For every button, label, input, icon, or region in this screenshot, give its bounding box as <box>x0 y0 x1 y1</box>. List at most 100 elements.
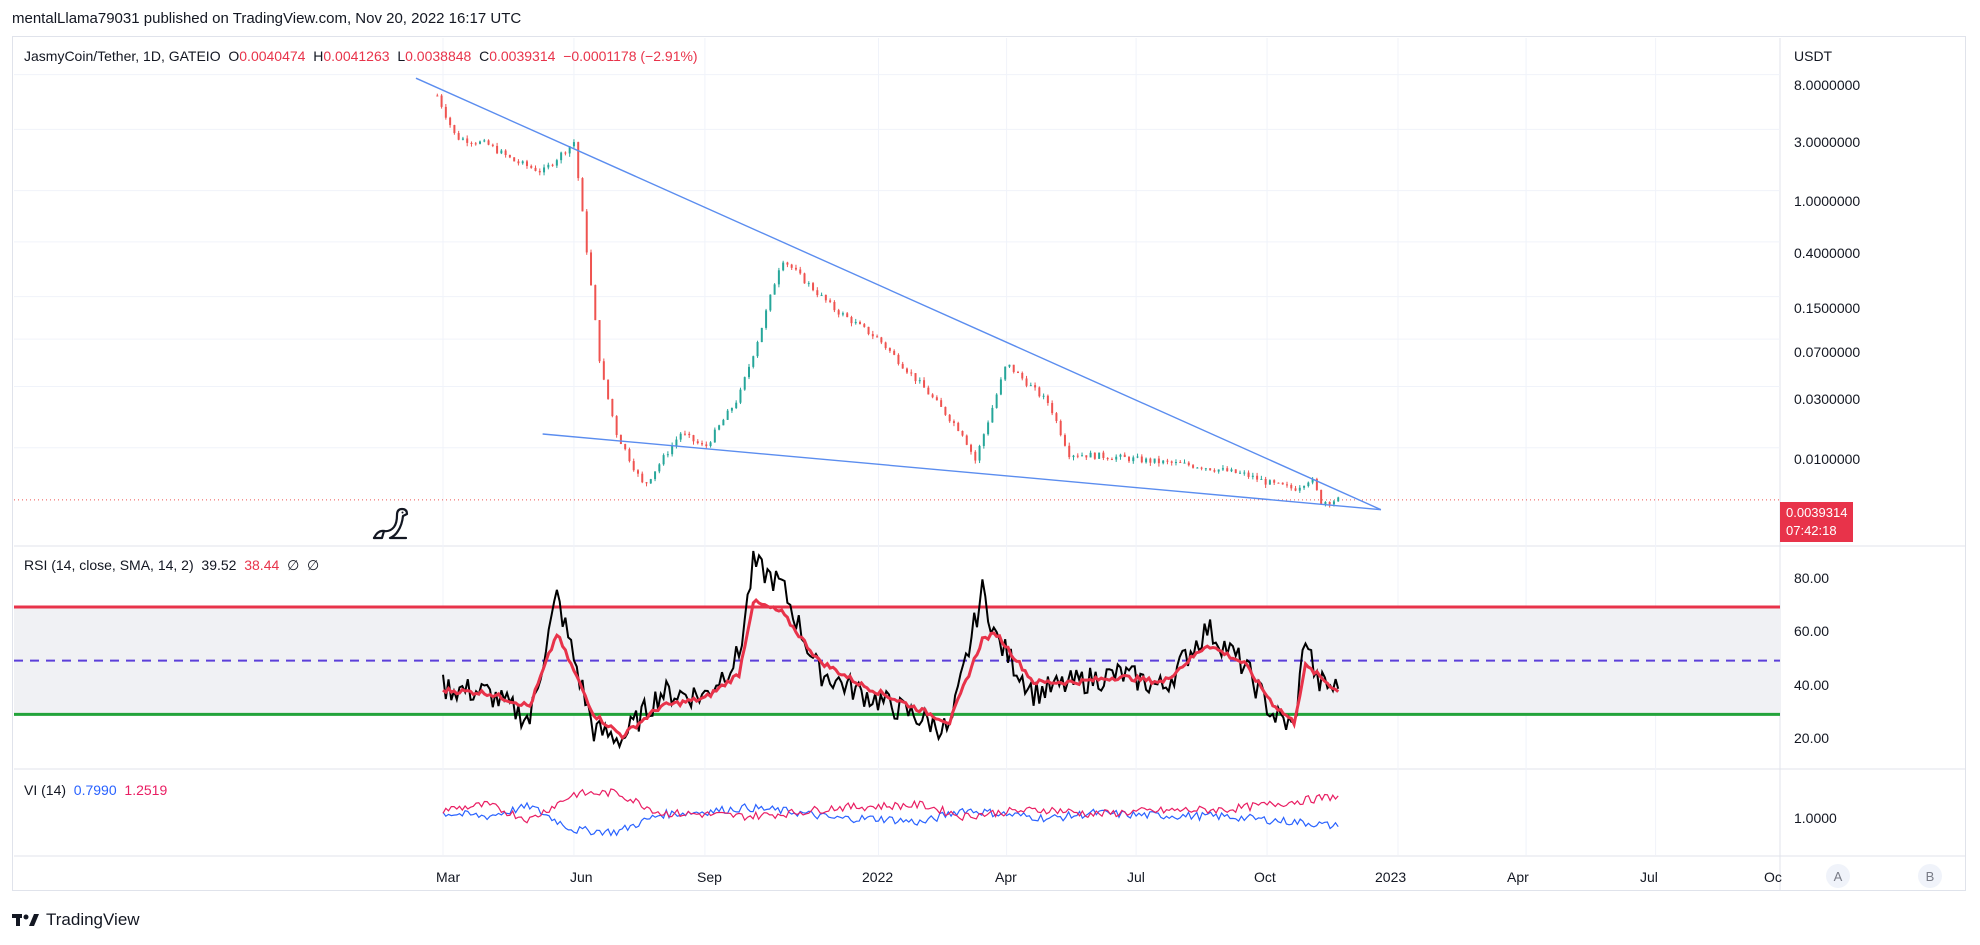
candle-body <box>987 422 990 435</box>
candle-body <box>538 170 541 173</box>
time-tick: Mar <box>436 869 461 885</box>
vi-tick: 1.0000 <box>1794 810 1837 826</box>
candle-body <box>508 155 511 158</box>
high-label: H <box>313 48 324 64</box>
candle-body <box>1209 468 1212 471</box>
change-value: −0.0001178 (−2.91%) <box>563 48 698 64</box>
trendline-upper <box>415 77 1382 511</box>
candle-body <box>1093 452 1096 459</box>
rsi-sma-value: 38.44 <box>244 557 280 573</box>
candle-body <box>479 141 482 144</box>
open-label: O <box>228 48 240 64</box>
candle-body <box>705 444 708 447</box>
candle-body <box>543 167 546 173</box>
candle-body <box>1157 458 1160 464</box>
candle-body <box>504 150 507 156</box>
vi-series-line <box>442 801 1339 837</box>
candle-body <box>1264 479 1267 485</box>
candle-body <box>756 342 759 357</box>
candle-body <box>961 430 964 436</box>
candle-body <box>850 317 853 324</box>
candle-body <box>530 165 533 168</box>
candle-body <box>820 294 823 296</box>
footer-branding[interactable]: TradingView <box>12 910 140 930</box>
candle-body <box>765 310 768 328</box>
candle-body <box>461 138 464 140</box>
candle-body <box>948 414 951 422</box>
candle-body <box>624 444 627 450</box>
candle-body <box>577 142 580 179</box>
candle-body <box>683 433 686 435</box>
candle-body <box>1179 462 1182 464</box>
candle-body <box>692 435 695 442</box>
candle-body <box>824 294 827 301</box>
candle-body <box>1243 472 1246 474</box>
candle-body <box>970 444 973 452</box>
candle-body <box>1042 395 1045 397</box>
candle-body <box>1239 472 1242 474</box>
candle-body <box>1098 452 1101 459</box>
candle-body <box>525 161 528 166</box>
rsi-label: RSI (14, close, SMA, 14, 2) <box>24 557 194 573</box>
candle-body <box>436 95 439 97</box>
candle-body <box>619 434 622 445</box>
price-tick: 0.0300000 <box>1794 391 1861 407</box>
time-tick: Oct <box>1254 869 1276 885</box>
low-label: L <box>397 48 406 64</box>
candle-body <box>1136 456 1139 458</box>
candle-body <box>1051 403 1054 414</box>
candle-body <box>491 144 494 146</box>
auto-scale-button[interactable]: A <box>1826 864 1850 888</box>
candle-body <box>444 106 447 118</box>
dino-icon[interactable] <box>370 505 410 541</box>
candle-body <box>564 152 567 154</box>
candle-body <box>730 408 733 411</box>
candle-body <box>837 310 840 315</box>
candle-body <box>1285 484 1288 486</box>
candle-body <box>747 366 750 378</box>
candle-body <box>555 160 558 166</box>
candle-body <box>1025 378 1028 386</box>
candle-body <box>777 270 780 285</box>
candle-body <box>671 445 674 455</box>
candle-body <box>1063 435 1066 446</box>
candle-body <box>1337 497 1340 502</box>
candle-body <box>496 145 499 154</box>
candle-body <box>662 455 665 465</box>
log-scale-button[interactable]: B <box>1918 864 1942 888</box>
candle-body <box>628 449 631 462</box>
candle-body <box>1038 387 1041 397</box>
vi-minus-value: 1.2519 <box>124 782 168 798</box>
candle-body <box>500 150 503 154</box>
candle-body <box>790 264 793 268</box>
vi-legend: VI (14) 0.7990 1.2519 <box>24 782 167 798</box>
candle-body <box>1234 469 1237 473</box>
candle-body <box>645 482 648 484</box>
candle-body <box>944 406 947 415</box>
time-tick: Apr <box>995 869 1017 885</box>
rsi-value: 39.52 <box>201 557 237 573</box>
candle-body <box>876 336 879 338</box>
candle-body <box>590 252 593 286</box>
candle-body <box>1016 371 1019 373</box>
candle-body <box>1145 458 1148 463</box>
candle-body <box>1307 482 1310 487</box>
candle-body <box>654 471 657 480</box>
candle-body <box>965 435 968 445</box>
candle-body <box>1268 480 1271 485</box>
candle-body <box>709 442 712 447</box>
candle-body <box>1315 478 1318 490</box>
candle-body <box>1132 457 1135 462</box>
candle-body <box>1290 485 1293 489</box>
candle-body <box>1162 460 1165 464</box>
rsi-tick: 60.00 <box>1794 623 1830 639</box>
candle-body <box>1303 486 1306 488</box>
candle-body <box>918 380 921 382</box>
candle-body <box>1226 468 1229 472</box>
candle-body <box>991 407 994 423</box>
price-tick: 0.4000000 <box>1794 245 1861 261</box>
candle-body <box>1055 413 1058 421</box>
candle-body <box>688 433 691 436</box>
price-tick: 3.0000000 <box>1794 134 1861 150</box>
